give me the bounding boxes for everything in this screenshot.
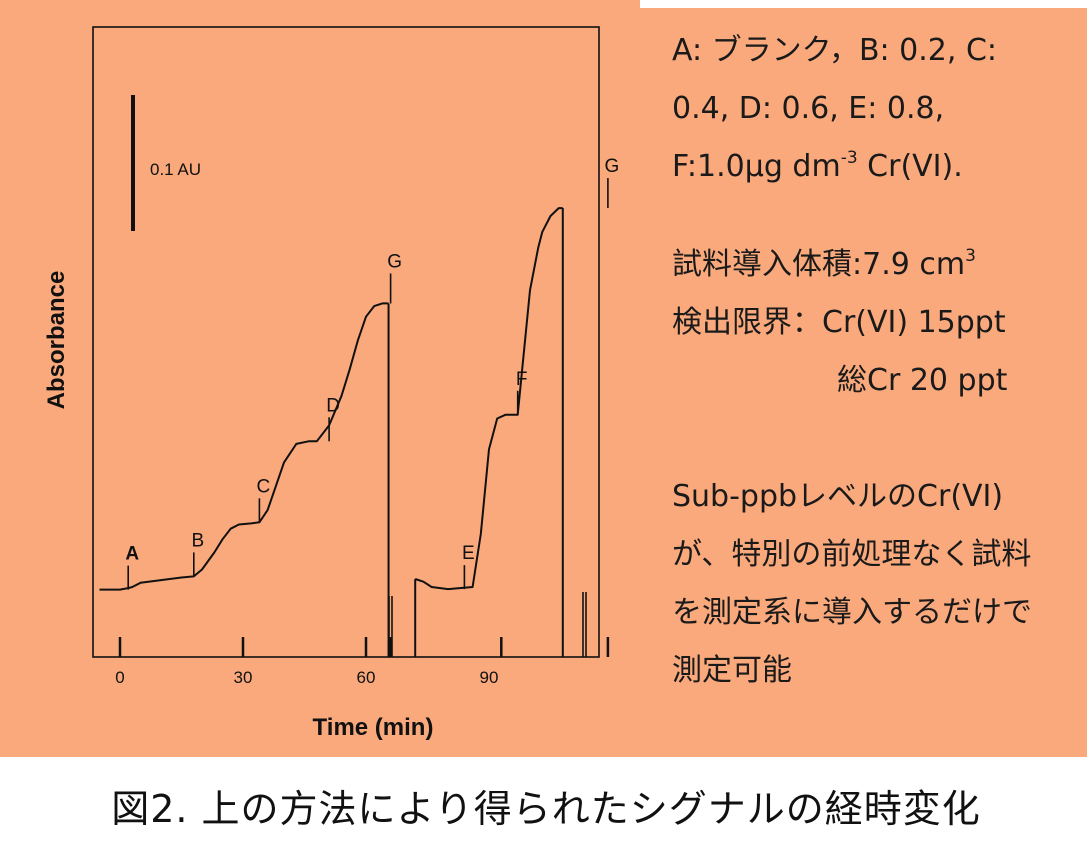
x-axis-label: Time (min) <box>313 714 434 741</box>
series-line-1 <box>99 302 389 591</box>
annotation-label: B <box>191 530 204 551</box>
figure-caption: 図2. 上の方法により得られたシグナルの経時変化 <box>111 787 981 831</box>
series-layer <box>99 207 564 657</box>
x-tick-label: 90 <box>480 668 499 687</box>
annotation-label: A <box>125 544 139 565</box>
note-line-7: Sub-ppbレベルのCr(VI) <box>672 479 1004 514</box>
note-unit: μg dm <box>744 149 841 184</box>
note-value-f: F:1.0 <box>672 149 745 184</box>
note-line-8: が、特別の前処理なく試料 <box>672 537 1032 572</box>
x-tick-label: 30 <box>234 668 253 687</box>
x-tick-label: 60 <box>357 668 376 687</box>
sample-volume-exponent: 3 <box>965 246 976 266</box>
annotation-label: D <box>326 395 340 416</box>
note-line-9: を測定系に導入するだけで <box>672 595 1032 630</box>
annotation-label: E <box>462 543 475 564</box>
note-line-2: 0.4, D: 0.6, E: 0.8, <box>672 91 945 126</box>
note-line-4: 試料導入体積:7.9 cm3 <box>672 236 1007 294</box>
injection-spikes <box>388 592 587 657</box>
annotation-layer: A B C D G E F G <box>125 156 619 590</box>
summary-block: Sub-ppbレベルのCr(VI) が、特別の前処理なく試料 を測定系に導入する… <box>672 468 1032 700</box>
chromatogram-chart: 0.1 AU 0 30 60 90 A B C D G E F G Time (min) Absor… <box>43 26 619 741</box>
annotation-label: G <box>605 156 620 177</box>
notes-panel-background <box>640 8 1087 757</box>
scale-bar-label: 0.1 AU <box>150 160 201 179</box>
annotation-label: C <box>257 476 271 497</box>
sample-volume-text: 試料導入体積:7.9 cm <box>672 247 966 282</box>
annotation-label: G <box>387 251 402 272</box>
x-tick-label: 0 <box>115 668 124 687</box>
note-line-3: F:1.0μg dm-3 Cr(VI). <box>672 138 997 196</box>
chart-panel-background <box>0 0 640 757</box>
note-unit-exponent: -3 <box>840 148 858 168</box>
y-axis-label: Absorbance <box>43 271 70 410</box>
x-tick-labels: 0 30 60 90 <box>115 668 498 687</box>
note-line-1: A: ブランク，B: 0.2, C: <box>672 33 998 68</box>
note-line-10: 測定可能 <box>672 653 792 688</box>
note-species: Cr(VI). <box>857 149 963 184</box>
x-tick-marks <box>118 637 610 657</box>
scale-bar: 0.1 AU <box>131 95 201 231</box>
plot-frame <box>92 26 600 658</box>
notes-block: A: ブランク，B: 0.2, C: 0.4, D: 0.6, E: 0.8, … <box>672 22 997 196</box>
note-line-5: 検出限界：Cr(VI) 15ppt <box>672 305 1006 340</box>
annotation-label: F <box>516 369 528 390</box>
note-line-6: 総Cr 20 ppt <box>837 363 1008 398</box>
series-line-2 <box>414 207 563 591</box>
conditions-block: 試料導入体積:7.9 cm3 検出限界：Cr(VI) 15ppt 総Cr 20 … <box>672 236 1007 410</box>
